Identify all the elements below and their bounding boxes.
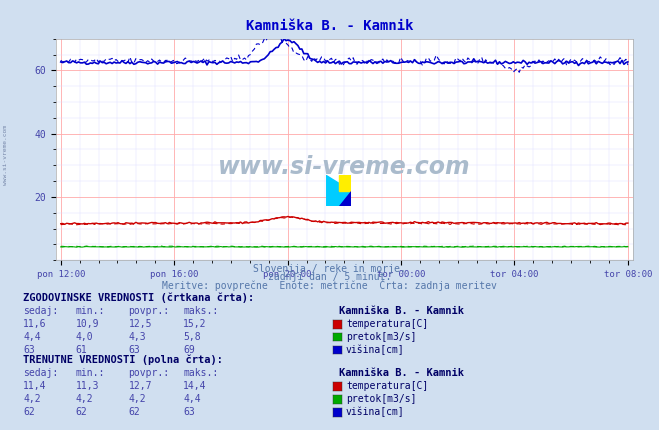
Text: 10,9: 10,9 xyxy=(76,319,100,329)
Text: 11,6: 11,6 xyxy=(23,319,47,329)
Text: 12,5: 12,5 xyxy=(129,319,152,329)
Text: 62: 62 xyxy=(23,407,35,417)
Polygon shape xyxy=(326,175,351,206)
Text: 5,8: 5,8 xyxy=(183,332,201,342)
Polygon shape xyxy=(339,175,351,191)
Text: min.:: min.: xyxy=(76,368,105,378)
Text: 62: 62 xyxy=(129,407,140,417)
Text: 4,0: 4,0 xyxy=(76,332,94,342)
Text: Meritve: povprečne  Enote: metrične  Črta: zadnja meritev: Meritve: povprečne Enote: metrične Črta:… xyxy=(162,279,497,291)
Text: pretok[m3/s]: pretok[m3/s] xyxy=(346,332,416,342)
Polygon shape xyxy=(339,191,351,206)
Text: 69: 69 xyxy=(183,344,195,355)
Text: višina[cm]: višina[cm] xyxy=(346,344,405,355)
Text: 15,2: 15,2 xyxy=(183,319,207,329)
Text: Slovenija / reke in morje.: Slovenija / reke in morje. xyxy=(253,264,406,274)
Text: 63: 63 xyxy=(183,407,195,417)
Text: 61: 61 xyxy=(76,344,88,355)
Text: zadnji dan / 5 minut.: zadnji dan / 5 minut. xyxy=(268,272,391,283)
Text: sedaj:: sedaj: xyxy=(23,306,58,316)
Text: 4,3: 4,3 xyxy=(129,332,146,342)
Text: 14,4: 14,4 xyxy=(183,381,207,391)
Text: Kamniška B. - Kamnik: Kamniška B. - Kamnik xyxy=(339,368,465,378)
Text: www.si-vreme.com: www.si-vreme.com xyxy=(3,125,8,185)
Text: višina[cm]: višina[cm] xyxy=(346,406,405,417)
Text: 4,2: 4,2 xyxy=(76,394,94,404)
Text: 12,7: 12,7 xyxy=(129,381,152,391)
Text: TRENUTNE VREDNOSTI (polna črta):: TRENUTNE VREDNOSTI (polna črta): xyxy=(23,355,223,366)
Text: 4,2: 4,2 xyxy=(23,394,41,404)
Text: maks.:: maks.: xyxy=(183,306,218,316)
Text: 63: 63 xyxy=(129,344,140,355)
Text: ZGODOVINSKE VREDNOSTI (črtkana črta):: ZGODOVINSKE VREDNOSTI (črtkana črta): xyxy=(23,292,254,303)
Text: sedaj:: sedaj: xyxy=(23,368,58,378)
Text: 11,4: 11,4 xyxy=(23,381,47,391)
Text: povpr.:: povpr.: xyxy=(129,368,169,378)
Text: min.:: min.: xyxy=(76,306,105,316)
Text: www.si-vreme.com: www.si-vreme.com xyxy=(218,155,471,179)
Text: 63: 63 xyxy=(23,344,35,355)
Text: pretok[m3/s]: pretok[m3/s] xyxy=(346,394,416,404)
Text: temperatura[C]: temperatura[C] xyxy=(346,381,428,391)
Text: 4,2: 4,2 xyxy=(129,394,146,404)
Text: 11,3: 11,3 xyxy=(76,381,100,391)
Text: Kamniška B. - Kamnik: Kamniška B. - Kamnik xyxy=(339,306,465,316)
Text: 4,4: 4,4 xyxy=(23,332,41,342)
Text: Kamniška B. - Kamnik: Kamniška B. - Kamnik xyxy=(246,19,413,34)
Text: maks.:: maks.: xyxy=(183,368,218,378)
Text: 4,4: 4,4 xyxy=(183,394,201,404)
Text: 62: 62 xyxy=(76,407,88,417)
Text: temperatura[C]: temperatura[C] xyxy=(346,319,428,329)
Text: povpr.:: povpr.: xyxy=(129,306,169,316)
